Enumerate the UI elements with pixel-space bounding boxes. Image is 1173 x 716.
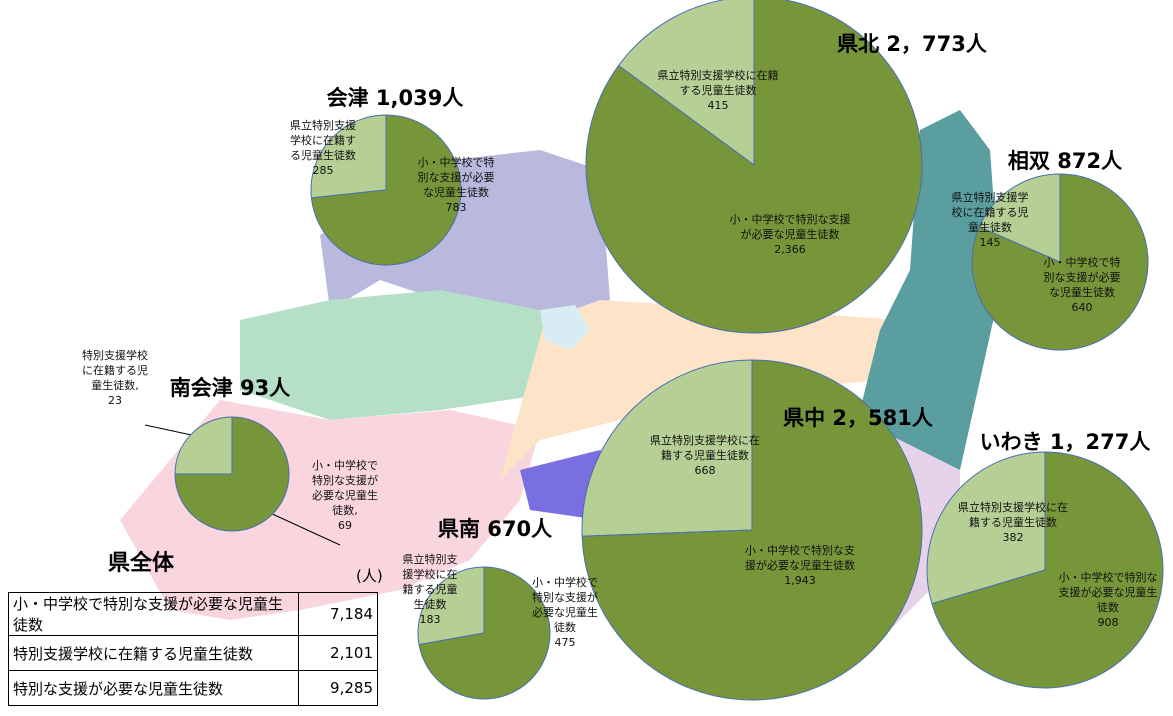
slice-label: 特別支援学校に在籍する児童生徒数, 23 (78, 348, 153, 408)
region-shape (320, 150, 610, 320)
pie-slice (310, 114, 462, 266)
region-shape (240, 290, 560, 420)
slice-value: 668 (694, 464, 716, 477)
slice-value: 1,943 (784, 574, 816, 587)
region-title: 県北 2，773人 (837, 32, 987, 56)
region-title: 会津 1,039人 (326, 86, 464, 110)
slice-name: 小・中学校で特別な支援が必要な児童生徒数 (745, 544, 855, 572)
slice-value: 2,366 (774, 243, 806, 256)
slice-label: 小・中学校で特別な支援が必要な児童生徒数 1,943 (745, 543, 855, 588)
pie-slice (931, 451, 1164, 689)
slice-name: 県立特別支援学校に在籍する児童生徒数 (290, 119, 356, 162)
slice-name: 県立特別支援学校に在籍する児童生徒数 (650, 434, 760, 462)
slice-name: 県立特別支援学校に在籍する児童生徒数 (951, 191, 1029, 234)
slice-name: 小・中学校で特別な支援が必要な児童生徒数 (417, 156, 495, 199)
slice-name: 小・中学校で特別な支援が必要な児童生徒数 (729, 213, 851, 241)
pie-slice (581, 359, 753, 537)
region-shape (860, 110, 1000, 470)
pie-slice (971, 173, 1149, 351)
region-title: 県南 670人 (437, 517, 553, 541)
slice-name: 県立特別支援学校に在籍する児童生徒数 (958, 501, 1068, 529)
slice-value: 908 (1097, 616, 1119, 629)
pie-slice (978, 173, 1061, 263)
pie-slice (310, 114, 387, 199)
slice-value: 145 (979, 236, 1001, 249)
slice-value: 183 (419, 613, 441, 626)
slice-value: 23 (108, 394, 122, 407)
pie-slice (174, 416, 290, 532)
slice-label: 県立特別支援学校に在籍する児童生徒数 382 (958, 500, 1068, 545)
slice-value: 382 (1002, 531, 1024, 544)
pie-slice (926, 451, 1046, 605)
slice-name: 県立特別支援学校に在籍する児童生徒数 (657, 69, 779, 97)
leader-line (144, 424, 197, 437)
unit: (人) (356, 567, 383, 585)
region-title: 県中 2，581人 (783, 406, 933, 430)
slice-label: 県立特別支援学校に在籍する児童生徒数 415 (653, 68, 783, 113)
summary-cell: 2,101 (298, 635, 378, 671)
slice-label: 県立特別支援学校に在籍する児童生徒数 285 (287, 118, 359, 178)
summary-cell: 小・中学校で特別な支援が必要な児童生徒数 (8, 592, 299, 636)
pie-slice (418, 566, 551, 700)
pie-slice (581, 359, 923, 701)
summary-row: 特別な支援が必要な児童生徒数 9,285 (8, 670, 378, 706)
pie-slice (174, 416, 233, 475)
slice-value: 415 (707, 99, 729, 112)
summary-cell: 特別支援学校に在籍する児童生徒数 (8, 635, 299, 671)
slice-label: 小・中学校で特別な支援が必要な児童生徒数 783 (417, 155, 495, 215)
slice-name: 特別支援学校に在籍する児童生徒数, (82, 349, 148, 392)
region-title: 相双 872人 (1007, 149, 1123, 173)
region-shape (540, 305, 590, 350)
summary-cell: 7,184 (298, 592, 378, 636)
slice-label: 小・中学校で特別な支援が必要な児童生徒数 908 (1058, 570, 1158, 630)
leader-line (267, 511, 341, 546)
region-title: いわき 1，277人 (979, 430, 1151, 454)
slice-name: 県立特別支援学校に在籍する児童生徒数 (402, 553, 458, 611)
slice-name: 小・中学校で特別な支援が必要な児童生徒数 (532, 576, 598, 634)
region-title: 南会津 93人 (169, 376, 291, 400)
summary-title: 県全体 (108, 551, 175, 576)
slice-name: 小・中学校で特別な支援が必要な児童生徒数 (1058, 571, 1158, 614)
slice-value: 640 (1071, 301, 1093, 314)
slice-value: 285 (312, 164, 334, 177)
pie-slice (417, 566, 485, 646)
slice-label: 小・中学校で特別な支援が必要な児童生徒数 475 (530, 575, 600, 650)
slice-name: 小・中学校で特別な支援が必要な児童生徒数, (312, 459, 378, 517)
slice-value: 783 (445, 201, 467, 214)
summary-table: 小・中学校で特別な支援が必要な児童生徒数 7,184 特別支援学校に在籍する児童生徒… (8, 592, 378, 706)
pie-slice (585, 0, 923, 334)
slice-label: 県立特別支援学校に在籍する児童生徒数 668 (650, 433, 760, 478)
slice-label: 小・中学校で特別な支援が必要な児童生徒数 640 (1043, 255, 1121, 315)
summary-cell: 9,285 (298, 670, 378, 706)
slice-name: 小・中学校で特別な支援が必要な児童生徒数 (1043, 256, 1121, 299)
slice-value: 475 (554, 636, 576, 649)
slice-label: 小・中学校で特別な支援が必要な児童生徒数 2,366 (725, 212, 855, 257)
slice-label: 小・中学校で特別な支援が必要な児童生徒数, 69 (310, 458, 380, 533)
summary-row: 小・中学校で特別な支援が必要な児童生徒数 7,184 (8, 592, 378, 636)
slice-label: 県立特別支援学校に在籍する児童生徒数 183 (399, 552, 461, 627)
pie-slice (617, 0, 755, 166)
summary-cell: 特別な支援が必要な児童生徒数 (8, 670, 299, 706)
slice-value: 69 (338, 519, 352, 532)
summary-row: 特別支援学校に在籍する児童生徒数 2,101 (8, 635, 378, 671)
slice-label: 県立特別支援学校に在籍する児童生徒数 145 (950, 190, 1030, 250)
